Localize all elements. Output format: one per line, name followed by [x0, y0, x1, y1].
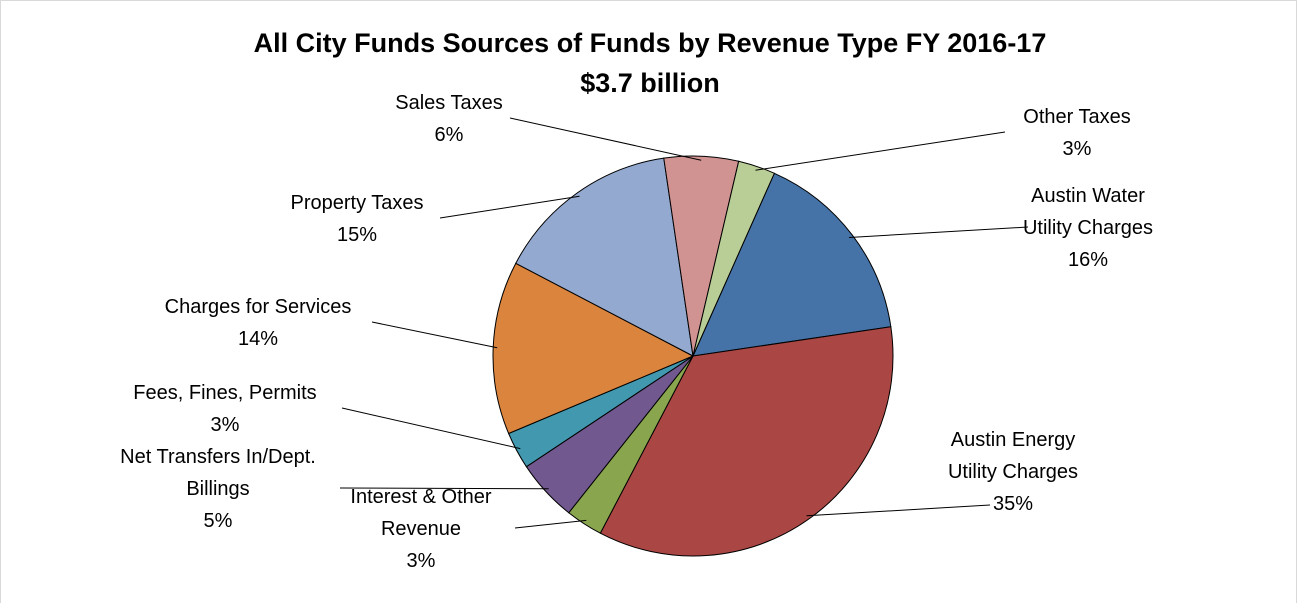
- slice-label-1: Utility Charges: [1023, 217, 1153, 239]
- leader-line-6: [371, 321, 498, 349]
- slice-percent-4: 5%: [204, 510, 233, 532]
- slice-percent-3: 3%: [407, 550, 436, 572]
- slice-labels: Austin Water Utility Charges 16% Austin Ene…: [120, 92, 1153, 572]
- leader-line-7: [439, 195, 580, 219]
- slice-label-5: Fees, Fines, Permits: [133, 382, 316, 404]
- slice-percent-2: 35%: [993, 493, 1033, 515]
- slice-percent-6: 14%: [238, 328, 278, 350]
- slice-label-2: Utility Charges: [948, 461, 1078, 483]
- slice-label-1: Austin Water: [1031, 185, 1145, 207]
- leader-line-2: [806, 504, 991, 517]
- chart-subtitle: $3.7 billion: [580, 68, 720, 98]
- slice-label-2: Austin Energy: [951, 429, 1076, 451]
- leader-line-5: [341, 407, 521, 450]
- leader-line-8: [509, 117, 702, 161]
- slice-label-4: Net Transfers In/Dept.: [120, 446, 316, 468]
- chart-title: All City Funds Sources of Funds by Reven…: [254, 28, 1047, 58]
- slice-label-8: Sales Taxes: [395, 92, 502, 114]
- slice-label-4: Billings: [186, 478, 249, 500]
- leader-line-9: [755, 131, 1006, 171]
- slice-percent-7: 15%: [337, 224, 377, 246]
- slice-percent-5: 3%: [211, 414, 240, 436]
- slice-label-9: Other Taxes: [1023, 106, 1130, 128]
- pie-slice-9: [692, 160, 776, 357]
- leader-line-4: [339, 487, 549, 490]
- pie-slice-7: [515, 157, 694, 357]
- slice-label-7: Property Taxes: [290, 192, 423, 214]
- slice-percent-1: 16%: [1068, 249, 1108, 271]
- pie-slices: [492, 155, 894, 557]
- leader-line-1: [849, 226, 1029, 238]
- slice-label-3: Interest & Other: [350, 486, 492, 508]
- slice-label-6: Charges for Services: [165, 296, 352, 318]
- slice-label-3: Revenue: [381, 518, 461, 540]
- leader-lines: [339, 117, 1029, 529]
- leader-line-3: [514, 519, 587, 529]
- slice-percent-8: 6%: [435, 124, 464, 146]
- pie-slice-2: [599, 326, 894, 557]
- pie-slice-1: [692, 172, 892, 357]
- slice-percent-9: 3%: [1063, 138, 1092, 160]
- pie-slice-6: [492, 262, 695, 435]
